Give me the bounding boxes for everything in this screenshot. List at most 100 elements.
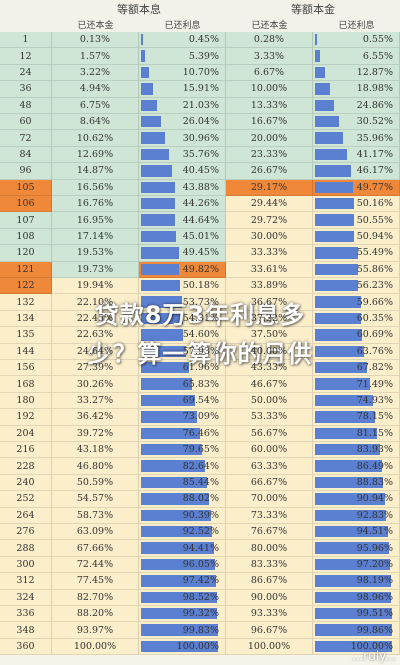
month-cell: 348 (0, 622, 52, 639)
table-row: 36 4.94% 15.91% 10.00% 18.98% (0, 81, 400, 98)
cell-value: 46.80% (76, 460, 114, 472)
cell-value: 10.00% (250, 83, 288, 95)
cell-value: 30.96% (182, 132, 219, 144)
percent-bar (141, 411, 198, 423)
repaid-interest-cell: 98.19% (313, 573, 400, 590)
table-row: 192 36.42% 73.09% 53.33% 78.15% (0, 409, 400, 426)
percent-bar (141, 460, 205, 472)
cell-value: 12.69% (76, 148, 114, 160)
cell-value: 20.00% (250, 132, 288, 144)
percent-bar (315, 99, 335, 111)
cell-value: 3.33% (253, 50, 285, 62)
percent-bar (141, 493, 209, 505)
repaid-principal-cell: 33.33% (226, 245, 313, 262)
month-cell: 240 (0, 474, 52, 492)
cell-value: 71.49% (356, 378, 393, 390)
cell-value: 96 (19, 165, 32, 177)
table-row: 84 12.69% 35.76% 23.33% 41.17% (0, 146, 400, 164)
repaid-interest-cell: 6.55% (313, 48, 400, 65)
repaid-principal-cell: 24.64% (52, 343, 139, 360)
table-row: 264 58.73% 90.39% 73.33% 92.83% (0, 507, 400, 524)
repaid-principal-cell: 43.18% (52, 442, 139, 459)
cell-value: 63.09% (76, 526, 114, 538)
repaid-principal-cell: 29.72% (226, 212, 313, 229)
cell-value: 92.52% (182, 526, 219, 538)
percent-bar (315, 362, 368, 374)
month-cell: 134 (0, 310, 52, 328)
table-row: 12 1.57% 5.39% 3.33% 6.55% (0, 48, 400, 65)
repaid-interest-cell: 82.64% (139, 458, 226, 475)
cell-value: 50.55% (356, 214, 393, 226)
repaid-principal-cell: 19.94% (52, 278, 139, 295)
percent-bar (315, 280, 359, 292)
repaid-principal-cell: 60.00% (226, 442, 313, 459)
month-cell: 120 (0, 245, 52, 262)
percent-bar (315, 608, 392, 620)
cell-value: 88.02% (182, 493, 219, 505)
repaid-principal-cell: 19.53% (52, 245, 139, 262)
repaid-interest-cell: 71.49% (313, 376, 400, 393)
percent-bar (315, 230, 355, 243)
cell-value: 24 (19, 66, 32, 78)
cell-value: 53.33% (250, 411, 288, 423)
repaid-principal-cell: 33.27% (52, 392, 139, 410)
cell-value: 99.83% (182, 624, 219, 636)
repaid-interest-cell: 98.52% (139, 589, 226, 606)
repaid-principal-cell: 27.39% (52, 360, 139, 377)
repaid-principal-cell: 63.33% (226, 458, 313, 475)
repaid-principal-cell: 58.73% (52, 507, 139, 524)
table-row: 144 24.64% 57.93% 40.00% 63.76% (0, 343, 400, 360)
watermark: ...ruiy... (351, 649, 396, 663)
month-cell: 300 (0, 556, 52, 574)
repaid-interest-cell: 5.39% (139, 48, 226, 65)
cell-value: 100.00% (73, 640, 117, 652)
cell-value: 81.15% (356, 427, 393, 439)
cell-value: 29.44% (250, 198, 288, 210)
percent-bar (141, 230, 176, 243)
cell-value: 1.57% (79, 50, 111, 62)
cell-value: 30.00% (250, 230, 288, 242)
cell-value: 19.53% (76, 247, 114, 259)
cell-value: 70.00% (250, 493, 288, 505)
repaid-interest-cell: 15.91% (139, 81, 226, 98)
table-row: 168 30.26% 65.83% 46.67% 71.49% (0, 376, 400, 393)
percent-bar (141, 198, 176, 210)
month-cell: 107 (0, 212, 52, 229)
month-cell: 132 (0, 294, 52, 311)
percent-bar (315, 198, 354, 210)
repaid-interest-cell: 50.16% (313, 196, 400, 213)
repaid-interest-cell: 0.45% (139, 32, 226, 49)
cell-value: 56.67% (250, 427, 288, 439)
cell-value: 80.00% (250, 542, 288, 554)
repaid-interest-cell: 35.76% (139, 146, 226, 164)
cell-value: 135 (16, 329, 35, 341)
cell-value: 132 (16, 296, 35, 308)
repaid-interest-cell: 76.46% (139, 425, 226, 442)
cell-value: 16.56% (76, 181, 114, 193)
cell-value: 36 (19, 83, 32, 95)
repaid-principal-cell: 8.64% (52, 114, 139, 131)
table-row: 134 22.45% 54.31% 37.22% 60.35% (0, 310, 400, 328)
cell-value: 8.64% (79, 116, 111, 128)
cell-value: 33.33% (250, 247, 288, 259)
cell-value: 5.39% (188, 50, 219, 62)
repaid-principal-cell: 66.67% (226, 474, 313, 492)
month-cell: 144 (0, 343, 52, 360)
percent-bar (141, 608, 218, 620)
cell-value: 50.18% (182, 280, 219, 292)
repaid-principal-cell: 80.00% (226, 540, 313, 557)
repaid-principal-cell: 1.57% (52, 48, 139, 65)
cell-value: 60.35% (356, 312, 393, 324)
month-cell: 180 (0, 392, 52, 410)
cell-value: 73.09% (182, 411, 219, 423)
repaid-interest-cell: 99.86% (313, 622, 400, 639)
repaid-principal-cell: 6.75% (52, 97, 139, 114)
table-row: 105 16.56% 43.88% 29.17% 49.77% (0, 179, 400, 196)
repaid-interest-cell: 94.51% (313, 524, 400, 541)
percent-bar (141, 66, 150, 79)
cell-value: 59.66% (356, 296, 393, 308)
cell-value: 105 (16, 181, 35, 193)
cell-value: 33.27% (76, 394, 114, 406)
cell-value: 45.01% (182, 230, 219, 242)
